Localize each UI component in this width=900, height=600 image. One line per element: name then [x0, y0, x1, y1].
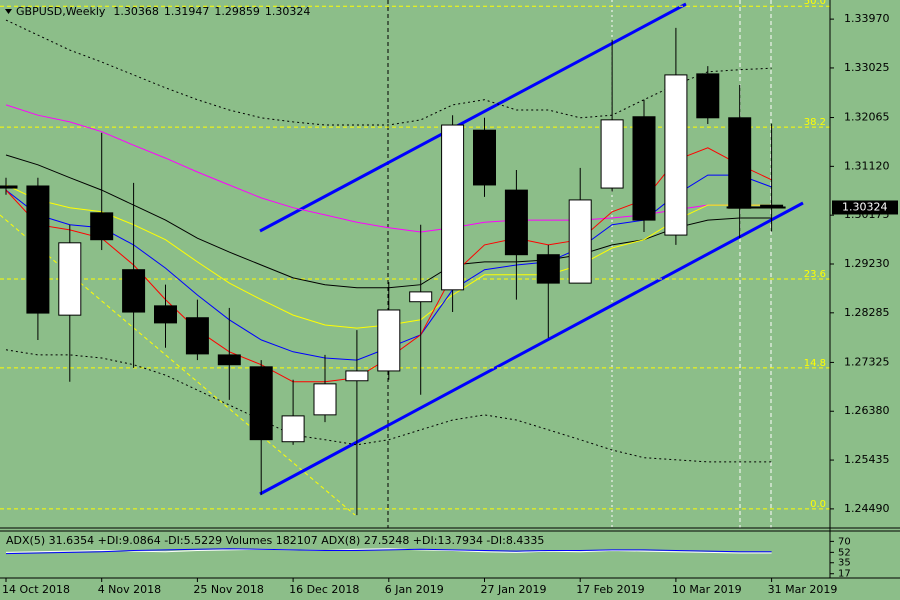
- fib-label: 50.0: [804, 0, 826, 7]
- high: 1.31947: [164, 5, 210, 18]
- fib-label: 14.8: [804, 358, 826, 369]
- y-tick-label: 1.24490: [844, 502, 890, 515]
- candle-body: [26, 185, 50, 314]
- indicator-line: [5, 154, 772, 289]
- fib-label: 23.6: [804, 269, 826, 280]
- candle-body: [568, 199, 592, 284]
- candle-body: [154, 305, 177, 324]
- candle-body: [281, 415, 305, 443]
- y-tick-label: 1.33025: [844, 61, 890, 74]
- x-tick-label: 25 Nov 2018: [193, 583, 263, 596]
- candle-body: [122, 269, 146, 313]
- y-tick-label: 1.32065: [844, 111, 890, 124]
- candle-body: [313, 383, 337, 416]
- open: 1.30368: [113, 5, 159, 18]
- y-tick-label: 35: [838, 558, 851, 569]
- y-tick-label: 1.29230: [844, 257, 890, 270]
- fib-label: 38.2: [804, 117, 826, 128]
- indicator-line: [5, 548, 772, 555]
- candle-body: [217, 354, 241, 366]
- fib-label: 0.0: [810, 499, 826, 510]
- x-tick-label: 17 Feb 2019: [576, 583, 644, 596]
- y-tick-label: 1.26380: [844, 404, 890, 417]
- y-tick-label: 1.28285: [844, 306, 890, 319]
- y-tick-label: 17: [838, 569, 851, 580]
- x-tick-label: 27 Jan 2019: [481, 583, 547, 596]
- candle-body: [664, 74, 688, 236]
- y-tick-label: 70: [838, 536, 851, 547]
- candle-body: [409, 291, 433, 303]
- candle-body: [504, 189, 528, 256]
- candle-body: [728, 117, 752, 209]
- indicator-line: [5, 548, 772, 554]
- x-tick-label: 10 Mar 2019: [672, 583, 742, 596]
- y-tick-label: 1.31120: [844, 159, 890, 172]
- candle-body: [377, 309, 401, 372]
- candle-body: [345, 370, 369, 382]
- frame: [0, 0, 900, 579]
- indicator-line: [5, 19, 772, 126]
- price-label: 1.30324: [842, 200, 888, 213]
- low: 1.29859: [214, 5, 260, 18]
- candle-body: [600, 119, 624, 189]
- y-tick-label: 1.27325: [844, 355, 890, 368]
- x-tick-label: 31 Mar 2019: [768, 583, 838, 596]
- candle-body: [536, 254, 560, 284]
- x-tick-label: 4 Nov 2018: [98, 583, 161, 596]
- candle-body: [473, 129, 496, 186]
- candle-body: [185, 317, 209, 355]
- candle-body: [0, 185, 18, 189]
- header: GBPUSD,Weekly 1.30368 1.31947 1.29859 1.3032…: [16, 5, 310, 18]
- indicator-label: ADX(5) 31.6354 +DI:9.0864 -DI:5.5229 Vol…: [6, 534, 544, 547]
- candle-body: [249, 366, 273, 441]
- candle-body: [696, 73, 720, 119]
- candle-body: [632, 116, 656, 221]
- channel-line: [259, 201, 804, 496]
- price-box: [832, 200, 898, 215]
- x-tick-label: 6 Jan 2019: [385, 583, 444, 596]
- indicator-line: [5, 104, 772, 233]
- candle-body: [441, 124, 465, 291]
- x-tick-label: 14 Oct 2018: [2, 583, 70, 596]
- close: 1.30324: [265, 5, 311, 18]
- y-tick-label: 52: [838, 547, 851, 558]
- channel-line: [259, 2, 687, 233]
- symbol: GBPUSD,Weekly: [16, 5, 106, 18]
- y-tick-label: 1.25435: [844, 453, 890, 466]
- menu-arrow[interactable]: [5, 9, 12, 14]
- y-tick-label: 1.33970: [844, 12, 890, 25]
- candle-body: [58, 242, 82, 316]
- indicator-line: [5, 349, 772, 463]
- x-tick-label: 16 Dec 2018: [289, 583, 359, 596]
- candle-body: [90, 212, 114, 241]
